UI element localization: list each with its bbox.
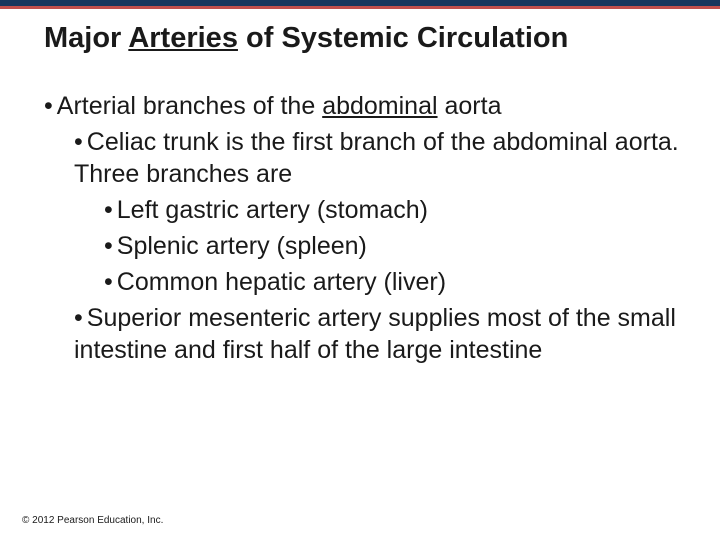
bullet-level2: •Superior mesenteric artery supplies mos… (44, 302, 684, 366)
l3a: Left gastric artery (stomach) (117, 196, 428, 224)
l2b: Superior mesenteric artery supplies most… (74, 304, 676, 364)
bullet-dot-icon: • (74, 128, 83, 156)
l3c: Common hepatic artery (liver) (117, 268, 446, 296)
slide-body: •Arterial branches of the abdominal aort… (44, 90, 684, 370)
bullet-dot-icon: • (104, 196, 113, 224)
bullet-dot-icon: • (104, 268, 113, 296)
title-prefix: Major (44, 22, 128, 54)
bullet-level1: •Arterial branches of the abdominal aort… (44, 90, 684, 122)
bullet-dot-icon: • (74, 304, 83, 332)
slide-title: Major Arteries of Systemic Circulation (44, 22, 568, 55)
title-suffix: of Systemic Circulation (246, 22, 568, 54)
bullet-dot-icon: • (44, 92, 53, 120)
l1-prefix: Arterial branches of the (57, 92, 322, 120)
copyright-footer: © 2012 Pearson Education, Inc. (22, 515, 163, 526)
title-emphasis: Arteries (128, 22, 238, 54)
l3b: Splenic artery (spleen) (117, 232, 367, 260)
bullet-level2: •Celiac trunk is the first branch of the… (44, 126, 684, 190)
bullet-level3: •Splenic artery (spleen) (44, 230, 684, 262)
title-accent-band (0, 6, 720, 9)
l1-emphasis: abdominal (322, 92, 437, 120)
l2a: Celiac trunk is the first branch of the … (74, 128, 679, 188)
l1-suffix: aorta (445, 92, 502, 120)
bullet-level3: •Common hepatic artery (liver) (44, 266, 684, 298)
bullet-level3: •Left gastric artery (stomach) (44, 194, 684, 226)
bullet-dot-icon: • (104, 232, 113, 260)
